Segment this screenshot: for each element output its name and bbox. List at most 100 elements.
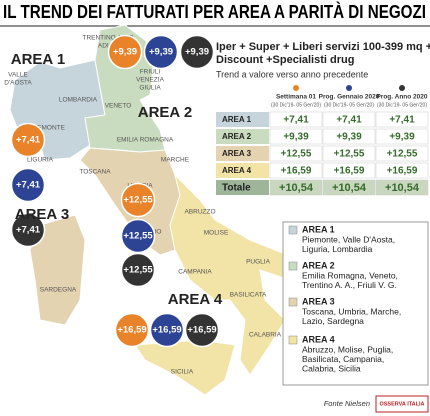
- area-3-shape: [29, 214, 86, 326]
- legend-swatch: [288, 335, 298, 345]
- region-name: VENEZIA: [136, 77, 164, 84]
- row-label: AREA 2: [222, 132, 252, 141]
- value-cell: [269, 179, 323, 196]
- bubble: [114, 312, 150, 348]
- value-cell: [269, 111, 323, 128]
- value-cell: [269, 162, 323, 179]
- legend-swatch: [288, 225, 298, 235]
- legend-title: AREA 1: [302, 224, 335, 234]
- bubble: [184, 312, 220, 348]
- area-label: AREA 3: [15, 206, 69, 223]
- source: Fonte Nielsen: [324, 399, 370, 408]
- bubble-value: +16,59: [152, 325, 181, 336]
- column-period: (30 Dic'19- 05 Gen'20): [324, 102, 374, 108]
- region-name: LIGURIA: [27, 157, 54, 164]
- value-cell: [375, 162, 429, 179]
- legend-title: AREA 2: [302, 260, 335, 270]
- cell-value: +10,54: [385, 182, 420, 194]
- legend-box: [282, 221, 429, 386]
- value-cell: [375, 145, 429, 162]
- legend-text: Basilicata, Campania,: [302, 354, 384, 364]
- row-label: AREA 4: [222, 166, 252, 175]
- legend-text: Trentino A. A., Friuli V. G.: [302, 280, 397, 290]
- bubble-value: +9,39: [149, 47, 173, 58]
- cell-value: +12,55: [334, 149, 365, 160]
- bubble-value: +7,41: [16, 135, 41, 146]
- region-name: MARCHE: [161, 157, 190, 164]
- legend-text: Calabria, Sicilia: [302, 363, 361, 373]
- row-label: Totale: [222, 183, 251, 194]
- bubble: [143, 34, 179, 70]
- cell-value: +12,55: [387, 149, 418, 160]
- region-name: ADIGE: [98, 43, 119, 50]
- legend-text: Abruzzo, Molise, Puglia,: [302, 344, 393, 354]
- bubble: [179, 34, 215, 70]
- value-cell: [375, 128, 429, 145]
- row-label-cell: [216, 129, 269, 144]
- bubble-value: +12,55: [123, 265, 153, 276]
- column-dot: [346, 85, 352, 91]
- value-cell: [375, 179, 429, 196]
- region-name: BASILICATA: [230, 292, 267, 299]
- cell-value: +9,39: [389, 132, 415, 143]
- bubble-value: +12,55: [123, 195, 153, 206]
- row-label-cell: [216, 180, 269, 195]
- region-name: SICILIA: [171, 369, 194, 376]
- region-name: TOSCANA: [79, 169, 111, 176]
- value-cell: [322, 145, 376, 162]
- area-label: AREA 1: [11, 51, 65, 68]
- row-label-cell: [216, 112, 269, 127]
- column-name: Prog. Gennaio 2020: [319, 94, 380, 101]
- cell-value: +10,54: [279, 182, 314, 194]
- legend-swatch: [288, 297, 298, 307]
- note: Trend a valore verso anno precedente: [216, 69, 368, 79]
- bubble: [120, 182, 156, 218]
- bubble-value: +9,39: [185, 47, 209, 58]
- legend-title: AREA 4: [302, 334, 335, 344]
- area-label: AREA 2: [138, 104, 192, 121]
- column-name: Prog. Anno 2020: [376, 94, 427, 101]
- bubble-value: +9,39: [113, 47, 137, 58]
- value-cell: [322, 111, 376, 128]
- legend-text: Piemonte, Valle D'Aosta,: [302, 234, 395, 244]
- legend-text: Lazio, Sardegna: [302, 316, 364, 326]
- cell-value: +7,41: [336, 115, 362, 126]
- legend-text: Liguria, Lombardia: [302, 244, 373, 254]
- cell-value: +16,59: [281, 166, 312, 177]
- row-label-cell: [216, 163, 269, 178]
- row-label-cell: [216, 146, 269, 161]
- bubble-value: +16,59: [117, 325, 146, 336]
- bubble-value: +12,55: [123, 231, 153, 242]
- cell-value: +7,41: [389, 115, 415, 126]
- subtitle: Iper + Super + Liberi servizi 100-399 mq…: [216, 41, 430, 53]
- legend-text: Toscana, Umbria, Marche,: [302, 306, 401, 316]
- cell-value: +16,59: [334, 166, 365, 177]
- region-name: D'AOSTA: [4, 80, 32, 87]
- area-label: AREA 4: [168, 291, 223, 308]
- value-cell: [322, 128, 376, 145]
- region-name: EMILIA ROMAGNA: [117, 137, 174, 144]
- bubble: [10, 167, 46, 203]
- bubble: [10, 212, 46, 248]
- bubble-value: +7,41: [16, 225, 41, 236]
- bubble: [10, 122, 46, 158]
- title: IL TREND DEI FATTURATI PER AREA A PARITÀ…: [3, 1, 426, 22]
- region-name: VALLE: [8, 72, 28, 79]
- row-label: AREA 3: [222, 149, 252, 158]
- logo-box: [375, 395, 429, 413]
- area-4-shape: [169, 173, 306, 376]
- region-name: GIULIA: [139, 85, 161, 92]
- region-name: CALABRIA: [249, 332, 282, 339]
- region-name: SARDEGNA: [40, 287, 77, 294]
- logo: OSSERVA ITALIA: [379, 401, 424, 407]
- region-name: FRIULI: [140, 69, 161, 76]
- column-period: (30 Dic'19- 05 Gen'20): [271, 102, 321, 108]
- bubble-value: +16,59: [187, 325, 216, 336]
- region-name: PUGLIA: [246, 259, 271, 266]
- cell-value: +9,39: [283, 132, 309, 143]
- cell-value: +12,55: [281, 149, 312, 160]
- bubble: [149, 312, 185, 348]
- region-name: LOMBARDIA: [59, 97, 98, 104]
- area-4-shape: [134, 339, 236, 396]
